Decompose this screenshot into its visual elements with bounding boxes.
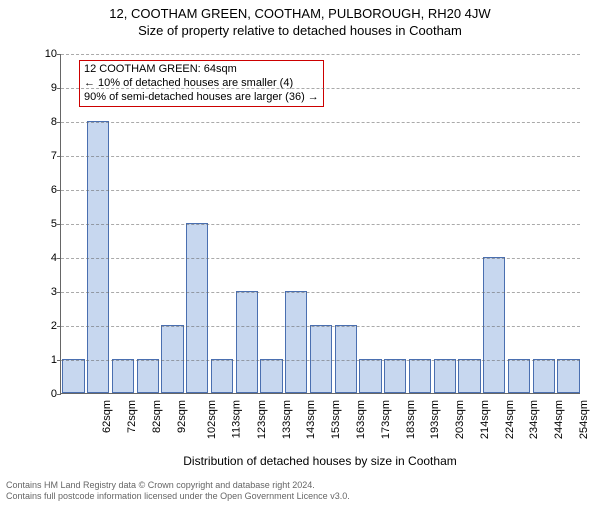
y-tick-mark (57, 156, 61, 157)
gridline (61, 224, 580, 225)
bar (211, 359, 233, 393)
bar (310, 325, 332, 393)
gridline (61, 360, 580, 361)
x-tick-label: 62sqm (101, 400, 113, 433)
bar (384, 359, 406, 393)
y-tick-mark (57, 292, 61, 293)
x-tick-label: 102sqm (207, 400, 219, 439)
y-tick-label: 3 (37, 286, 57, 298)
x-tick-label: 153sqm (330, 400, 342, 439)
x-tick-label: 133sqm (281, 400, 293, 439)
y-tick-mark (57, 394, 61, 395)
bar (409, 359, 431, 393)
bar (112, 359, 134, 393)
y-tick-mark (57, 88, 61, 89)
bar (508, 359, 530, 393)
gridline (61, 292, 580, 293)
footer-line1: Contains HM Land Registry data © Crown c… (6, 480, 350, 491)
bar (87, 121, 109, 393)
y-tick-mark (57, 326, 61, 327)
y-tick-label: 10 (37, 48, 57, 60)
bar (62, 359, 84, 393)
x-tick-label: 163sqm (355, 400, 367, 439)
bar (483, 257, 505, 393)
x-tick-label: 143sqm (306, 400, 318, 439)
bar (359, 359, 381, 393)
y-tick-label: 0 (37, 388, 57, 400)
bar (186, 223, 208, 393)
y-tick-mark (57, 360, 61, 361)
annotation-box: 12 COOTHAM GREEN: 64sqm← 10% of detached… (79, 60, 324, 107)
page-title-address: 12, COOTHAM GREEN, COOTHAM, PULBOROUGH, … (0, 6, 600, 21)
y-tick-label: 8 (37, 116, 57, 128)
x-tick-label: 234sqm (528, 400, 540, 439)
bar (335, 325, 357, 393)
y-tick-mark (57, 122, 61, 123)
y-tick-label: 7 (37, 150, 57, 162)
page-subtitle: Size of property relative to detached ho… (0, 23, 600, 38)
chart-container: Number of detached properties 12 COOTHAM… (60, 54, 580, 434)
y-tick-label: 6 (37, 184, 57, 196)
x-tick-label: 113sqm (231, 400, 243, 438)
gridline (61, 54, 580, 55)
x-axis-label: Distribution of detached houses by size … (60, 454, 580, 468)
bar (161, 325, 183, 393)
x-tick-label: 82sqm (151, 400, 163, 433)
x-tick-label: 214sqm (479, 400, 491, 439)
footer-attribution: Contains HM Land Registry data © Crown c… (6, 480, 350, 502)
x-tick-label: 183sqm (405, 400, 417, 439)
gridline (61, 122, 580, 123)
x-tick-label: 203sqm (454, 400, 466, 439)
y-tick-mark (57, 54, 61, 55)
x-tick-label: 244sqm (553, 400, 565, 439)
plot-area: 12 COOTHAM GREEN: 64sqm← 10% of detached… (60, 54, 580, 394)
bar (236, 291, 258, 393)
bar (137, 359, 159, 393)
y-tick-mark (57, 224, 61, 225)
bar (434, 359, 456, 393)
bar (260, 359, 282, 393)
y-tick-mark (57, 258, 61, 259)
bar (533, 359, 555, 393)
footer-line2: Contains full postcode information licen… (6, 491, 350, 502)
y-tick-label: 5 (37, 218, 57, 230)
y-tick-label: 2 (37, 320, 57, 332)
gridline (61, 88, 580, 89)
x-tick-label: 254sqm (578, 400, 590, 439)
x-tick-label: 92sqm (176, 400, 188, 433)
x-tick-label: 72sqm (126, 400, 138, 433)
gridline (61, 326, 580, 327)
x-tick-label: 193sqm (429, 400, 441, 439)
y-tick-label: 1 (37, 354, 57, 366)
x-tick-label: 224sqm (504, 400, 516, 439)
x-tick-label: 123sqm (256, 400, 268, 439)
y-tick-label: 9 (37, 82, 57, 94)
bar (557, 359, 579, 393)
gridline (61, 258, 580, 259)
gridline (61, 190, 580, 191)
gridline (61, 156, 580, 157)
bar (458, 359, 480, 393)
x-tick-label: 173sqm (380, 400, 392, 439)
annotation-line: 12 COOTHAM GREEN: 64sqm (84, 63, 319, 77)
y-tick-label: 4 (37, 252, 57, 264)
annotation-line: 90% of semi-detached houses are larger (… (84, 91, 319, 105)
bar (285, 291, 307, 393)
y-tick-mark (57, 190, 61, 191)
